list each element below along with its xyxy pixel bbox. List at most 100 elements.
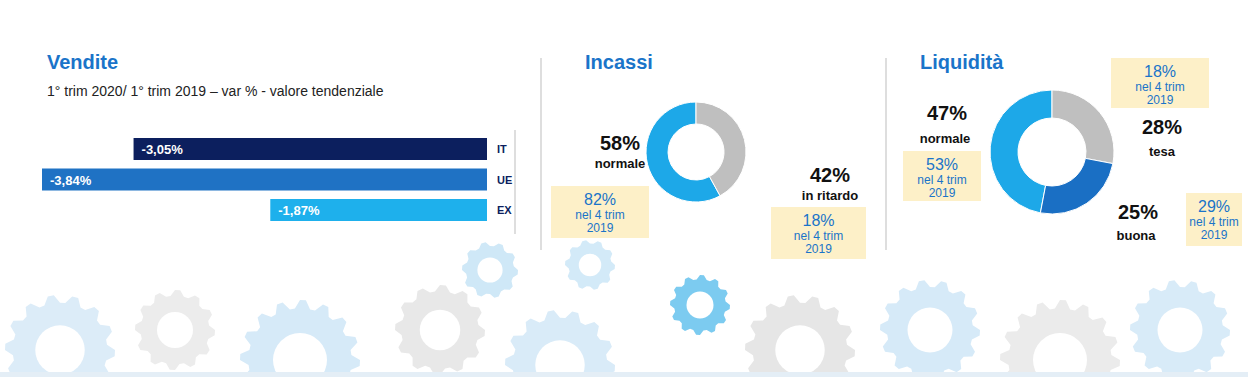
comparison-background	[771, 207, 866, 259]
axis-line	[515, 130, 516, 234]
comparison-label-line: 2019	[1147, 93, 1174, 107]
donut-chart: Liquidità47%normale53%nel 4 trim201928%t…	[903, 51, 1242, 246]
comparison-box: 82%nel 4 trim2019	[551, 186, 649, 238]
separator	[541, 58, 542, 250]
data-label: 42%	[810, 164, 850, 186]
slice	[1052, 90, 1114, 164]
gear-body	[745, 295, 855, 377]
donut-chart: Incassi58%normale82%nel 4 trim201942%in …	[551, 51, 866, 259]
comparison-value: 82%	[584, 191, 616, 208]
gear-hole	[157, 312, 193, 348]
comparison-label-line: nel 4 trim	[917, 173, 966, 187]
comparison-label-line: nel 4 trim	[794, 229, 843, 243]
comparison-label: nel 4 trim2019	[575, 208, 624, 235]
gear-hole	[273, 333, 327, 377]
gear	[565, 240, 615, 289]
gear	[1000, 300, 1120, 377]
data-label: -3,05%	[142, 142, 184, 157]
slice	[1040, 158, 1113, 214]
data-label: 28%	[1142, 116, 1182, 138]
bar	[270, 199, 487, 221]
gear-body	[565, 240, 615, 289]
gear	[1130, 280, 1230, 377]
slices	[990, 90, 1114, 214]
gear	[395, 285, 485, 375]
page: Vendite 1° trim 2020/ 1° trim 2019 – var …	[0, 0, 1248, 377]
bar-chart: Vendite 1° trim 2020/ 1° trim 2019 – var …	[42, 51, 515, 234]
comparison-value: 18%	[802, 212, 834, 229]
gear-body	[240, 300, 360, 377]
gear-hole	[775, 325, 825, 375]
bar	[42, 169, 487, 191]
data-label: -1,87%	[278, 203, 320, 218]
gear-body	[670, 275, 730, 335]
gear	[745, 295, 855, 377]
category-label: EX	[497, 204, 512, 216]
comparison-value: 29%	[1198, 198, 1230, 215]
comparison-label-line: 2019	[1201, 228, 1228, 242]
category-label: tesa	[1149, 144, 1176, 159]
data-label: 58%	[600, 132, 640, 154]
comparison-value: 53%	[926, 156, 958, 173]
comparison-label: nel 4 trim2019	[917, 173, 966, 200]
comparison-box: 18%nel 4 trim2019	[1111, 58, 1209, 108]
subtitle: 1° trim 2020/ 1° trim 2019 – var % - val…	[47, 83, 384, 99]
comparison-label-line: 2019	[805, 242, 832, 256]
comparison-label-line: 2019	[587, 221, 614, 235]
gear-body	[5, 295, 115, 377]
gear-hole	[579, 254, 602, 277]
background-gears	[0, 240, 1248, 377]
comparison-label-line: nel 4 trim	[1135, 80, 1184, 94]
slice	[696, 102, 746, 196]
gear-hole	[535, 340, 585, 377]
gear-hole	[35, 325, 85, 375]
bottom-band	[0, 372, 1248, 377]
comparison-label: nel 4 trim2019	[1135, 80, 1184, 107]
gear-body	[135, 290, 215, 370]
separator	[886, 58, 887, 250]
gear-body	[395, 285, 485, 375]
gear	[505, 310, 615, 377]
category-label: normale	[595, 156, 646, 171]
gear	[880, 280, 980, 377]
title: Incassi	[585, 51, 653, 73]
category-label: in ritardo	[802, 188, 858, 203]
gear	[670, 275, 730, 335]
data-label: -3,84%	[50, 173, 92, 188]
gear-body	[462, 242, 518, 297]
comparison-label: nel 4 trim2019	[794, 229, 843, 256]
gear-body	[880, 280, 980, 377]
title: Vendite	[47, 51, 118, 73]
comparison-background	[903, 151, 981, 201]
gear	[5, 295, 115, 377]
gear-hole	[1033, 333, 1087, 377]
category-label: IT	[497, 143, 507, 155]
comparison-box: 29%nel 4 trim2019	[1186, 193, 1242, 246]
category-label: normale	[920, 131, 971, 146]
slice	[990, 90, 1052, 213]
data-label: 47%	[927, 102, 967, 124]
comparison-value: 18%	[1144, 63, 1176, 80]
comparison-box: 18%nel 4 trim2019	[771, 207, 866, 259]
category-label: buona	[1117, 228, 1157, 243]
gear-hole	[687, 292, 714, 319]
gear	[135, 290, 215, 370]
comparison-label-line: nel 4 trim	[1189, 215, 1238, 229]
data-label: 25%	[1118, 201, 1158, 223]
gear-body	[1130, 280, 1230, 377]
gear-hole	[420, 310, 461, 351]
comparison-background	[551, 186, 649, 238]
gear-hole	[477, 257, 502, 282]
gear-body	[1000, 300, 1120, 377]
bars	[42, 138, 487, 221]
comparison-background	[1186, 193, 1242, 246]
gear-body	[505, 310, 615, 377]
gear	[240, 300, 360, 377]
comparison-box: 53%nel 4 trim2019	[903, 151, 981, 201]
gear-hole	[1158, 308, 1203, 353]
comparison-label-line: 2019	[929, 186, 956, 200]
comparison-label: nel 4 trim2019	[1189, 215, 1238, 242]
gear	[462, 242, 518, 297]
comparison-label-line: nel 4 trim	[575, 208, 624, 222]
category-label: UE	[497, 174, 512, 186]
